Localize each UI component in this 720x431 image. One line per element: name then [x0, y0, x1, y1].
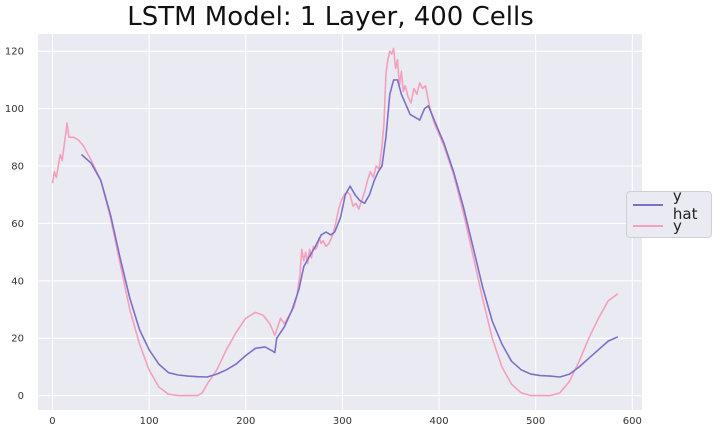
- x-tick-label: 500: [526, 416, 545, 427]
- y-tick-label: 0: [18, 391, 24, 402]
- legend-item-y: y: [633, 216, 682, 236]
- x-tick-label: 300: [333, 416, 352, 427]
- legend-item-y-hat: y hat: [633, 187, 711, 223]
- legend: y hat y: [626, 187, 712, 238]
- y-tick-label: 40: [11, 276, 24, 287]
- legend-swatch-y-hat: [633, 204, 663, 206]
- series-lines: [51, 47, 619, 397]
- y-tick-label: 20: [11, 334, 24, 345]
- series-line-y-hat: [80, 79, 619, 378]
- legend-label-y: y: [673, 217, 682, 235]
- legend-swatch-y: [633, 225, 663, 227]
- x-tick-label: 100: [140, 416, 159, 427]
- tick-labels: 0 100 200 300 400 500 600 0 20 40 60 80 100 120: [5, 47, 642, 427]
- chart-title: LSTM Model: 1 Layer, 400 Cells: [127, 2, 534, 32]
- y-tick-label: 60: [11, 219, 24, 230]
- y-tick-label: 120: [5, 47, 24, 58]
- y-tick-label: 80: [11, 162, 24, 173]
- series-line-y: [51, 47, 619, 397]
- x-tick-label: 400: [430, 416, 449, 427]
- x-tick-label: 200: [236, 416, 255, 427]
- plot-area-background: [38, 34, 642, 410]
- y-tick-label: 100: [5, 104, 24, 115]
- x-tick-label: 600: [623, 416, 642, 427]
- x-tick-label: 0: [49, 416, 55, 427]
- legend-label-y-hat: y hat: [672, 187, 698, 223]
